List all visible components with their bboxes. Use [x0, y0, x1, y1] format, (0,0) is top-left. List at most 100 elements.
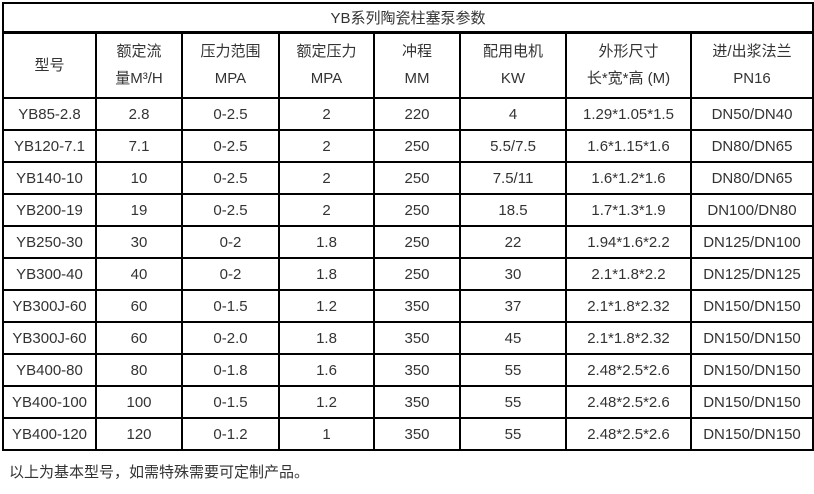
table-row: YB85-2.8 2.8 0-2.5 2 220 4 1.29*1.05*1.5 DN50/D…: [2, 97, 814, 131]
value-cell: 0-2.5: [181, 193, 280, 227]
value-cell: 37: [459, 289, 567, 323]
column-header-6: 外形尺寸 长*宽*高 (M): [565, 31, 692, 99]
column-header-0: 型号: [2, 31, 97, 99]
column-header-line2: PN16: [733, 70, 771, 88]
table-header-row: 型号 额定流 量M³/H 压力范围 MPA 额定压力 MPA 冲程 MM 配用电机 KW 外形尺寸 长*…: [2, 31, 814, 99]
value-cell: DN150/DN150: [689, 289, 814, 323]
value-cell: 0-2.5: [181, 129, 280, 163]
value-cell: 7.5/11: [459, 161, 567, 195]
value-cell: DN125/DN125: [689, 257, 814, 291]
value-cell: 220: [373, 97, 461, 131]
column-header-line1: 额定压力: [296, 43, 357, 61]
value-cell: 60: [95, 321, 183, 355]
value-cell: 2: [278, 193, 375, 227]
value-cell: 55: [459, 385, 567, 419]
table-row: YB400-100 100 0-1.5 1.2 350 55 2.48*2.5*2.6 DN1…: [2, 385, 814, 419]
value-cell: 2.1*1.8*2.32: [565, 321, 692, 355]
model-cell: YB400-120: [2, 417, 97, 451]
column-header-2: 压力范围 MPA: [181, 31, 280, 99]
value-cell: 0-2.5: [181, 161, 280, 195]
column-header-1: 额定流 量M³/H: [95, 31, 183, 99]
page: YB系列陶瓷柱塞泵参数 型号 额定流 量M³/H 压力范围 MPA 额定压力 MPA 冲程 MM…: [1, 2, 814, 481]
table-row: YB250-30 30 0-2 1.8 250 22 1.94*1.6*2.2 DN125/D…: [2, 225, 814, 259]
column-header-line1: 冲程: [401, 43, 432, 61]
column-header-line2: 量M³/H: [115, 70, 163, 88]
value-cell: 250: [373, 193, 461, 227]
column-header-line1: 型号: [34, 56, 65, 74]
model-cell: YB200-19: [2, 193, 97, 227]
column-header-line1: 压力范围: [200, 43, 261, 61]
column-header-line2: MM: [404, 70, 430, 88]
value-cell: 1.8: [278, 257, 375, 291]
value-cell: 0-2: [181, 257, 280, 291]
column-header-7: 进/出浆法兰 PN16: [689, 31, 814, 99]
column-header-line2: KW: [500, 70, 526, 88]
value-cell: 55: [459, 417, 567, 451]
value-cell: 250: [373, 161, 461, 195]
model-cell: YB300J-60: [2, 321, 97, 355]
value-cell: DN150/DN150: [689, 417, 814, 451]
value-cell: 100: [95, 385, 183, 419]
value-cell: 250: [373, 129, 461, 163]
value-cell: 45: [459, 321, 567, 355]
value-cell: 7.1: [95, 129, 183, 163]
column-header-3: 额定压力 MPA: [278, 31, 375, 99]
model-cell: YB120-7.1: [2, 129, 97, 163]
value-cell: 22: [459, 225, 567, 259]
model-cell: YB300-40: [2, 257, 97, 291]
value-cell: 10: [95, 161, 183, 195]
value-cell: 30: [95, 225, 183, 259]
value-cell: 2.1*1.8*2.2: [565, 257, 692, 291]
model-cell: YB300J-60: [2, 289, 97, 323]
value-cell: 1.7*1.3*1.9: [565, 193, 692, 227]
table-row: YB400-120 120 0-1.2 1 350 55 2.48*2.5*2.6 DN150…: [2, 417, 814, 451]
value-cell: 1: [278, 417, 375, 451]
value-cell: 18.5: [459, 193, 567, 227]
value-cell: 2: [278, 129, 375, 163]
value-cell: 1.2: [278, 289, 375, 323]
value-cell: 350: [373, 417, 461, 451]
table-title-row: YB系列陶瓷柱塞泵参数: [1, 2, 814, 34]
table-row: YB300J-60 60 0-1.5 1.2 350 37 2.1*1.8*2.32 DN15…: [2, 289, 814, 323]
value-cell: 1.6: [278, 353, 375, 387]
value-cell: 2.48*2.5*2.6: [565, 385, 692, 419]
value-cell: DN125/DN100: [689, 225, 814, 259]
value-cell: 5.5/7.5: [459, 129, 567, 163]
value-cell: 250: [373, 225, 461, 259]
column-header-4: 冲程 MM: [373, 31, 461, 99]
value-cell: 350: [373, 353, 461, 387]
table-title: YB系列陶瓷柱塞泵参数: [1, 2, 814, 34]
column-header-line1: 进/出浆法兰: [712, 43, 792, 61]
table-row: YB120-7.1 7.1 0-2.5 2 250 5.5/7.5 1.6*1.15*1.6…: [2, 129, 814, 163]
model-cell: YB400-80: [2, 353, 97, 387]
value-cell: 1.8: [278, 225, 375, 259]
value-cell: DN80/DN65: [689, 129, 814, 163]
value-cell: 0-1.8: [181, 353, 280, 387]
value-cell: 4: [459, 97, 567, 131]
model-cell: YB400-100: [2, 385, 97, 419]
value-cell: 55: [459, 353, 567, 387]
value-cell: DN150/DN150: [689, 321, 814, 355]
value-cell: DN100/DN80: [689, 193, 814, 227]
pump-spec-table: YB系列陶瓷柱塞泵参数 型号 额定流 量M³/H 压力范围 MPA 额定压力 MPA 冲程 MM…: [1, 2, 814, 451]
column-header-line2: MPA: [310, 70, 343, 88]
value-cell: 1.29*1.05*1.5: [565, 97, 692, 131]
table-row: YB300-40 40 0-2 1.8 250 30 2.1*1.8*2.2 DN125/DN…: [2, 257, 814, 291]
value-cell: 0-1.5: [181, 385, 280, 419]
table-body: YB85-2.8 2.8 0-2.5 2 220 4 1.29*1.05*1.5 DN50/D…: [2, 97, 814, 451]
model-cell: YB85-2.8: [2, 97, 97, 131]
table-row: YB300J-60 60 0-2.0 1.8 350 45 2.1*1.8*2.32 DN15…: [2, 321, 814, 355]
column-header-line1: 外形尺寸: [598, 43, 659, 61]
value-cell: 120: [95, 417, 183, 451]
value-cell: DN50/DN40: [689, 97, 814, 131]
table-row: YB200-19 19 0-2.5 2 250 18.5 1.7*1.3*1.9 DN100/…: [2, 193, 814, 227]
value-cell: 0-1.2: [181, 417, 280, 451]
value-cell: 2.8: [95, 97, 183, 131]
value-cell: 1.6*1.2*1.6: [565, 161, 692, 195]
column-header-5: 配用电机 KW: [459, 31, 567, 99]
value-cell: 2: [278, 161, 375, 195]
value-cell: 80: [95, 353, 183, 387]
value-cell: 250: [373, 257, 461, 291]
value-cell: 0-2: [181, 225, 280, 259]
model-cell: YB250-30: [2, 225, 97, 259]
